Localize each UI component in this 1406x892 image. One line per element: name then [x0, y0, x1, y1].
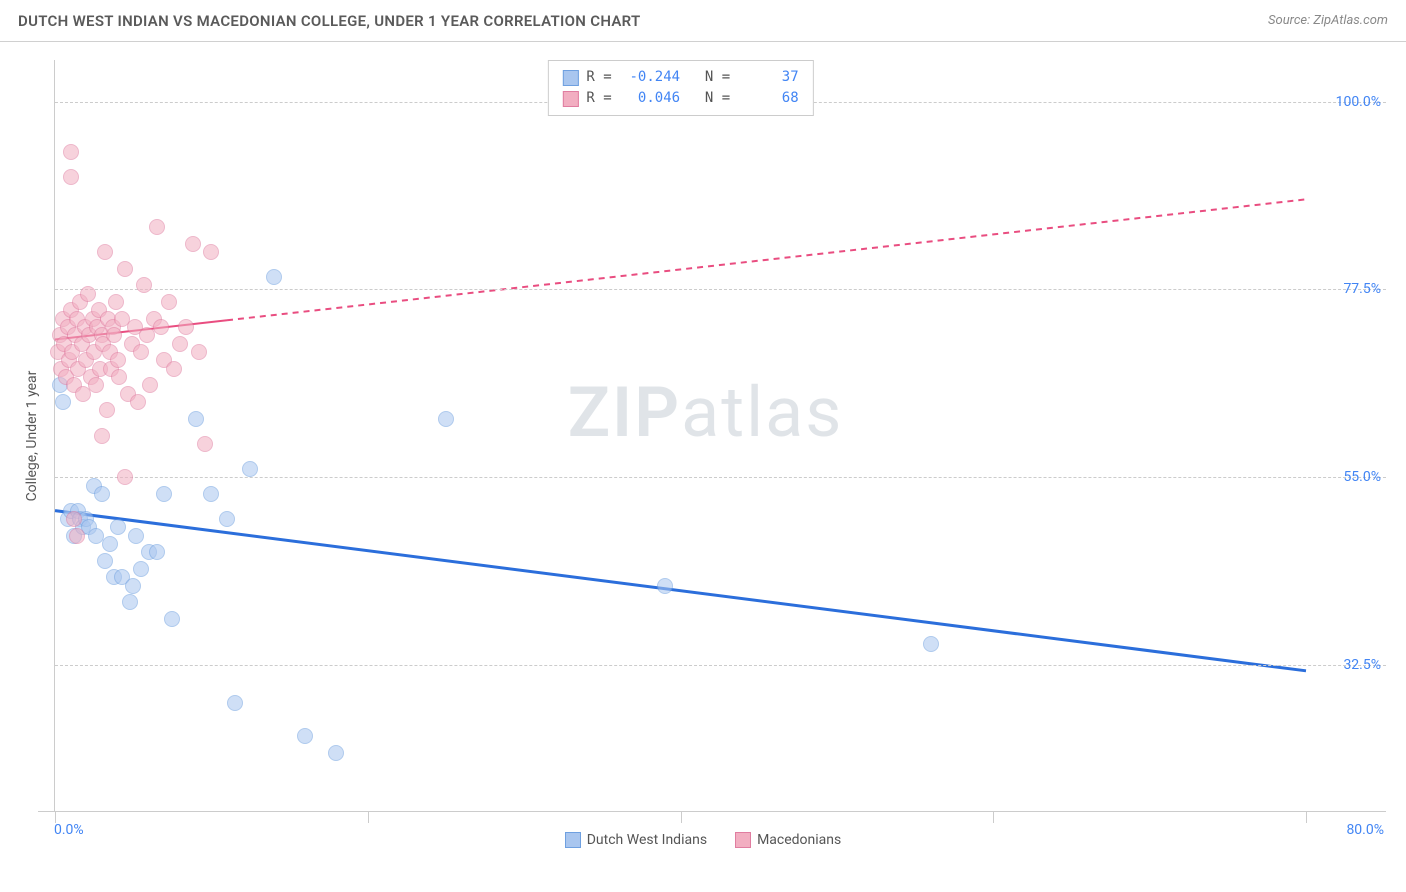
x-tick [681, 811, 682, 823]
data-point [156, 486, 172, 502]
r-value-2: 0.046 [628, 88, 680, 109]
y-tick-label: 100.0% [1336, 94, 1381, 110]
data-point [111, 369, 127, 385]
data-point [63, 144, 79, 160]
data-point [657, 578, 673, 594]
y-axis-label: College, Under 1 year [24, 370, 40, 501]
plot-area: ZIPatlas R = -0.244 N = 37 R = 0.046 N =… [54, 60, 1306, 811]
data-point [63, 169, 79, 185]
data-point [97, 244, 113, 260]
data-point [69, 528, 85, 544]
gridline [55, 289, 1386, 290]
legend-row-series2: R = 0.046 N = 68 [562, 88, 798, 109]
data-point [297, 728, 313, 744]
data-point [133, 561, 149, 577]
data-point [142, 377, 158, 393]
y-tick-label: 77.5% [1343, 281, 1381, 297]
source-label: Source: ZipAtlas.com [1268, 13, 1388, 28]
data-point [110, 352, 126, 368]
data-point [149, 219, 165, 235]
data-point [133, 344, 149, 360]
data-point [106, 327, 122, 343]
data-point [166, 361, 182, 377]
series-legend: Dutch West Indians Macedonians [0, 832, 1406, 848]
n-value-2: 68 [747, 88, 799, 109]
legend-item-1: Dutch West Indians [565, 832, 707, 848]
data-point [130, 394, 146, 410]
chart-container: College, Under 1 year ZIPatlas R = -0.24… [38, 60, 1386, 812]
swatch-series1 [562, 70, 578, 86]
data-point [266, 269, 282, 285]
correlation-legend: R = -0.244 N = 37 R = 0.046 N = 68 [547, 60, 813, 116]
y-tick-label: 32.5% [1343, 657, 1381, 673]
swatch-series2 [562, 91, 578, 107]
data-point [227, 695, 243, 711]
data-point [172, 336, 188, 352]
data-point [55, 394, 71, 410]
x-tick [1306, 811, 1307, 823]
legend-row-series1: R = -0.244 N = 37 [562, 67, 798, 88]
watermark: ZIPatlas [568, 372, 844, 454]
data-point [80, 286, 96, 302]
data-point [197, 436, 213, 452]
data-point [219, 511, 235, 527]
data-point [117, 261, 133, 277]
data-point [161, 294, 177, 310]
legend-item-2: Macedonians [735, 832, 841, 848]
trend-lines [55, 60, 1306, 811]
data-point [108, 294, 124, 310]
swatch-bottom-2 [735, 832, 751, 848]
data-point [923, 636, 939, 652]
data-point [122, 594, 138, 610]
data-point [99, 402, 115, 418]
data-point [191, 344, 207, 360]
data-point [66, 511, 82, 527]
y-tick-label: 55.0% [1343, 469, 1381, 485]
header-bar: DUTCH WEST INDIAN VS MACEDONIAN COLLEGE,… [0, 0, 1406, 42]
data-point [203, 486, 219, 502]
data-point [153, 319, 169, 335]
data-point [136, 277, 152, 293]
gridline [55, 477, 1386, 478]
data-point [128, 528, 144, 544]
x-tick [993, 811, 994, 823]
data-point [185, 236, 201, 252]
x-tick [368, 811, 369, 823]
data-point [110, 519, 126, 535]
n-value-1: 37 [747, 67, 799, 88]
data-point [438, 411, 454, 427]
data-point [149, 544, 165, 560]
data-point [328, 745, 344, 761]
data-point [164, 611, 180, 627]
data-point [178, 319, 194, 335]
data-point [188, 411, 204, 427]
data-point [117, 469, 133, 485]
data-point [97, 553, 113, 569]
chart-title: DUTCH WEST INDIAN VS MACEDONIAN COLLEGE,… [18, 12, 641, 30]
r-value-1: -0.244 [628, 67, 680, 88]
data-point [125, 578, 141, 594]
gridline [55, 665, 1386, 666]
data-point [94, 486, 110, 502]
data-point [203, 244, 219, 260]
data-point [242, 461, 258, 477]
data-point [94, 428, 110, 444]
data-point [102, 536, 118, 552]
data-point [88, 377, 104, 393]
swatch-bottom-1 [565, 832, 581, 848]
